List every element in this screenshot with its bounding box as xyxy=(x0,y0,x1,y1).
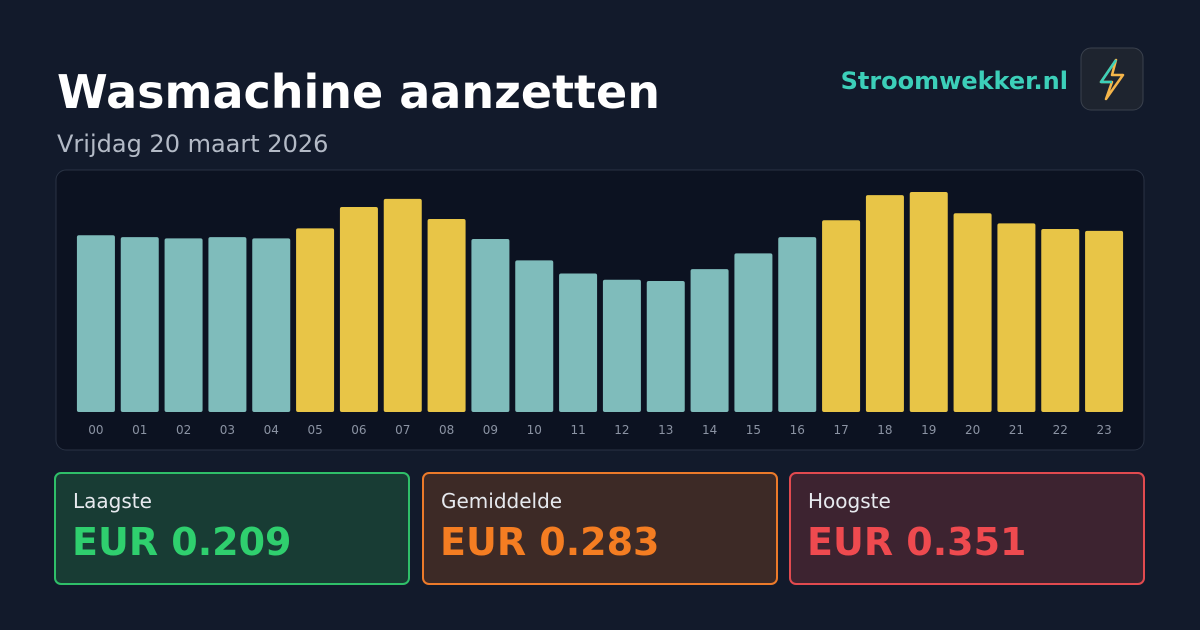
bar xyxy=(164,238,203,412)
x-tick-label: 02 xyxy=(176,423,191,437)
x-tick-label: 08 xyxy=(439,423,454,437)
bar xyxy=(427,218,466,412)
card-label: Laagste xyxy=(73,489,152,513)
bar xyxy=(865,195,904,412)
subtitle: Vrijdag 20 maart 2026 xyxy=(57,130,328,158)
card-low xyxy=(54,472,410,585)
x-tick-label: 07 xyxy=(395,423,410,437)
card-value: EUR 0.351 xyxy=(807,520,1027,564)
x-tick-label: 15 xyxy=(746,423,761,437)
x-tick-label: 21 xyxy=(1009,423,1024,437)
x-tick-label: 11 xyxy=(570,423,585,437)
bar xyxy=(778,237,817,412)
bar xyxy=(471,239,510,412)
x-tick-label: 20 xyxy=(965,423,980,437)
x-tick-label: 05 xyxy=(307,423,322,437)
x-tick-label: 18 xyxy=(877,423,892,437)
x-tick-label: 14 xyxy=(702,423,717,437)
x-tick-label: 03 xyxy=(220,423,235,437)
x-tick-label: 09 xyxy=(483,423,498,437)
bar xyxy=(734,253,773,412)
x-tick-label: 10 xyxy=(527,423,542,437)
x-tick-label: 00 xyxy=(88,423,103,437)
bar xyxy=(252,238,291,412)
bar xyxy=(208,237,247,412)
x-tick-label: 06 xyxy=(351,423,366,437)
x-tick-label: 17 xyxy=(833,423,848,437)
x-tick-label: 04 xyxy=(264,423,279,437)
bar xyxy=(602,279,641,412)
card-label: Hoogste xyxy=(808,489,891,513)
card-high xyxy=(789,472,1145,585)
bar xyxy=(339,207,378,412)
card-value: EUR 0.209 xyxy=(72,520,292,564)
bar xyxy=(1085,230,1124,412)
bar xyxy=(383,198,422,412)
bar xyxy=(690,269,729,412)
card-label: Gemiddelde xyxy=(441,489,562,513)
bar xyxy=(822,220,861,412)
x-tick-label: 13 xyxy=(658,423,673,437)
bar xyxy=(559,273,598,412)
x-tick-label: 22 xyxy=(1053,423,1068,437)
x-tick-label: 01 xyxy=(132,423,147,437)
x-tick-label: 19 xyxy=(921,423,936,437)
bar xyxy=(120,237,159,412)
bar xyxy=(296,228,335,412)
bar xyxy=(1041,228,1080,412)
bar xyxy=(997,223,1036,412)
brand: Stroomwekker.nl xyxy=(841,67,1068,95)
bar xyxy=(76,235,115,412)
bar xyxy=(646,281,685,412)
title: Wasmachine aanzetten xyxy=(57,65,660,119)
x-tick-label: 16 xyxy=(790,423,805,437)
brand-icon xyxy=(1080,47,1144,111)
x-tick-label: 12 xyxy=(614,423,629,437)
card-value: EUR 0.283 xyxy=(440,520,660,564)
bar xyxy=(953,213,992,412)
bar xyxy=(909,192,948,412)
x-tick-label: 23 xyxy=(1096,423,1111,437)
card-avg xyxy=(422,472,778,585)
bar xyxy=(515,260,554,412)
